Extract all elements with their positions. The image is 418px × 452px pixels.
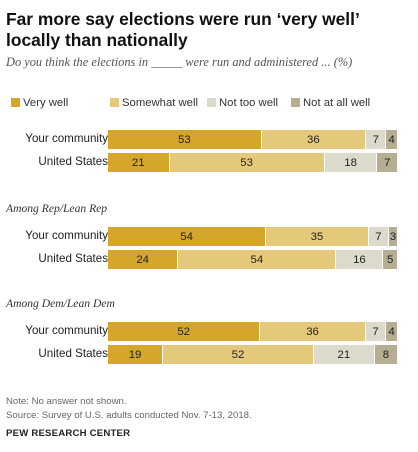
bar-segment: 19 [108, 345, 164, 364]
bar-segment: 7 [377, 153, 398, 172]
source-organization: PEW RESEARCH CENTER [6, 428, 131, 439]
bar-segment: 54 [108, 227, 267, 246]
legend-item: Somewhat well [110, 97, 198, 109]
legend-item: Not at all well [291, 97, 370, 109]
row-label: United States [38, 347, 108, 360]
bar-segment: 7 [368, 227, 390, 246]
bar-segment: 8 [374, 345, 398, 364]
bar-segment: 52 [163, 345, 314, 364]
group-label: Among Rep/Lean Rep [6, 202, 108, 215]
bar-segment: 35 [266, 227, 369, 246]
bar-segment: 52 [108, 322, 261, 341]
chart-title: Far more say elections were run ‘very we… [6, 9, 359, 50]
legend-item: Not too well [207, 97, 278, 109]
bar-segment: 18 [324, 153, 378, 172]
legend-swatch [110, 98, 119, 107]
legend-swatch [207, 98, 216, 107]
bar-segment: 24 [108, 250, 179, 269]
bar-segment: 16 [336, 250, 384, 269]
bar-segment: 3 [389, 227, 398, 246]
bar-segment: 53 [108, 130, 262, 149]
legend-swatch [11, 98, 20, 107]
chart-subtitle: Do you think the elections in _____ were… [6, 55, 353, 69]
legend-label: Very well [23, 97, 69, 109]
bar-segment: 4 [386, 130, 398, 149]
bar-segment: 36 [260, 322, 366, 341]
bar-segment: 7 [366, 130, 387, 149]
bar-segment: 7 [365, 322, 387, 341]
legend-label: Somewhat well [122, 97, 198, 109]
row-label: United States [38, 155, 108, 168]
legend-item: Very well [11, 97, 68, 109]
bar-segment: 53 [169, 153, 325, 172]
bar-segment: 21 [313, 345, 375, 364]
bar-segment: 36 [261, 130, 367, 149]
bar-segment: 5 [383, 250, 398, 269]
bar-segment: 54 [178, 250, 337, 269]
legend-swatch [291, 98, 300, 107]
source-text: Source: Survey of U.S. adults conducted … [6, 410, 252, 421]
bar-segment: 21 [108, 153, 170, 172]
row-label: Your community [25, 324, 108, 337]
legend-label: Not at all well [303, 97, 371, 109]
note-text: Note: No answer not shown. [6, 396, 127, 407]
group-label: Among Dem/Lean Dem [6, 297, 115, 310]
row-label: United States [38, 252, 108, 265]
legend-label: Not too well [219, 97, 279, 109]
row-label: Your community [25, 229, 108, 242]
row-label: Your community [25, 132, 108, 145]
bar-segment: 4 [386, 322, 398, 341]
